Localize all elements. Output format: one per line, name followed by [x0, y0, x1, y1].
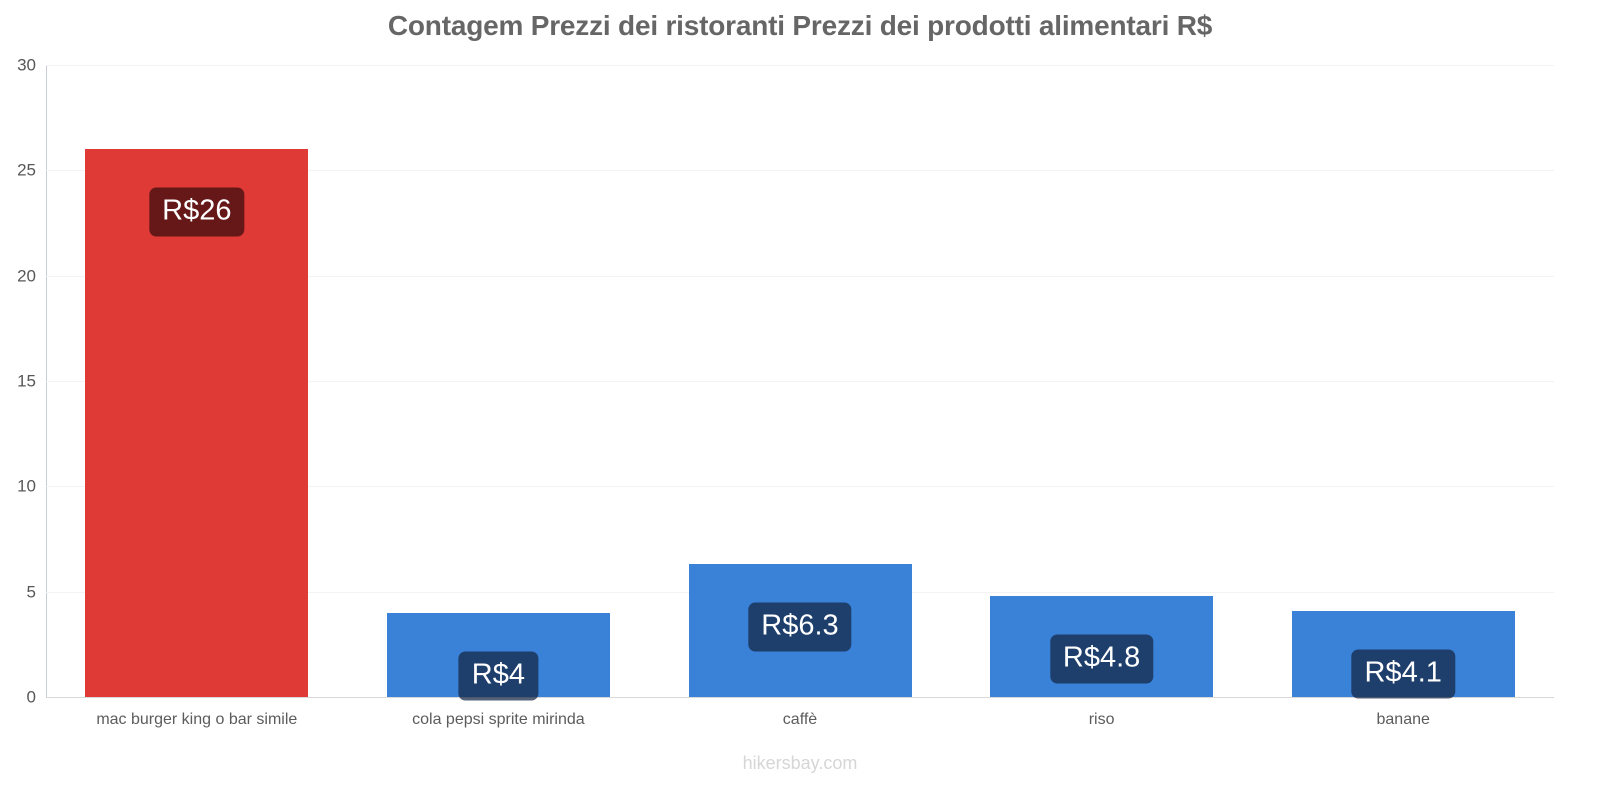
bar-value-label: R$26 [149, 187, 245, 237]
x-axis-tick-label: banane [1376, 711, 1430, 728]
chart-title: Contagem Prezzi dei ristoranti Prezzi de… [387, 10, 1213, 41]
x-axis-tick-labels: mac burger king o bar simile cola pepsi s… [46, 710, 1554, 740]
bar-value-label: R$6.3 [748, 602, 852, 652]
y-axis-tick-label: 0 [26, 687, 36, 707]
gridline [46, 275, 1554, 277]
plot-area: R$26 R$4 R$6.3 R$4.8 R$4.1 [46, 65, 1554, 701]
gridline [46, 65, 1554, 66]
gridline [46, 170, 1554, 172]
bar-value-label: R$4.8 [1049, 634, 1154, 684]
y-axis-tick-label: 5 [26, 582, 36, 602]
y-axis-tick-label: 15 [17, 371, 36, 391]
x-axis-tick-label: caffè [782, 711, 818, 728]
bar[interactable] [85, 149, 309, 697]
y-axis-tick-label: 25 [17, 160, 36, 180]
x-axis-tick-label: cola pepsi sprite mirinda [412, 711, 585, 728]
gridline [46, 381, 1554, 382]
x-axis-tick-label: mac burger king o bar simile [96, 711, 298, 728]
y-axis-tick-label: 30 [17, 55, 36, 75]
x-axis-tick-label: riso [1088, 711, 1115, 728]
gridline [46, 697, 1554, 698]
gridline [46, 486, 1554, 488]
watermark-text: hikersbay.com [742, 753, 858, 773]
y-axis-tick-label: 20 [17, 266, 36, 286]
y-axis-tick-label: 10 [17, 476, 36, 496]
bar-value-label: R$4.1 [1351, 649, 1455, 699]
bar-value-label: R$4 [458, 651, 538, 701]
